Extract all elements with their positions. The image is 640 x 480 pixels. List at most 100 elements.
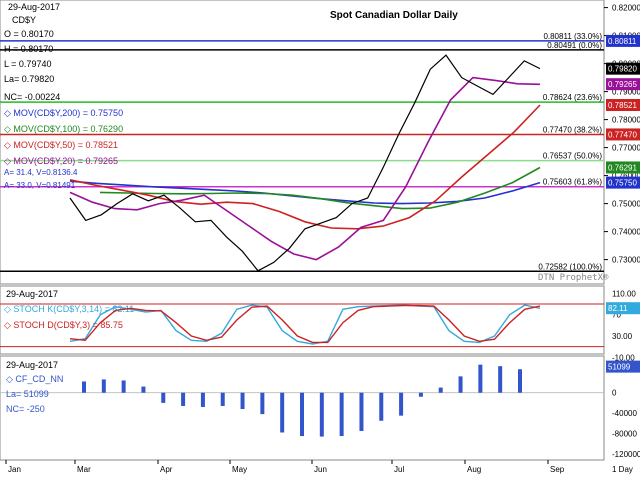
cot-bar [359,392,364,431]
cot-tag [606,360,640,373]
moving-average-line [69,104,541,230]
price-bars [69,54,541,272]
cot-bar [101,379,106,393]
price-ytick-label: 0.77000 [612,144,640,153]
price-tag [606,62,640,75]
month-label: Jan [8,465,21,474]
cot-bar [518,369,522,393]
cot-netchange: NC= -250 [6,404,45,414]
month-label: Mar [77,465,91,474]
watermark: DTN ProphetX® [538,273,609,283]
cot-bar [319,392,324,437]
month-label: Sep [550,465,565,474]
cot-ytick-label: 0 [612,389,617,398]
cot-date: 29-Aug-2017 [6,360,58,370]
price-date: 29-Aug-2017 [8,2,60,12]
price-tag-label: 0.79820 [608,65,637,74]
cot-bar [141,386,146,393]
interval-label: 1 Day [612,465,633,474]
price-ytick-label: 0.75000 [612,200,640,209]
extra-legend-2: A= 33.0, V=0.81491 [4,181,76,190]
price-tag [606,176,640,189]
stoch-line [69,304,541,345]
moving-average-line [99,166,541,210]
month-label: Jun [314,465,327,474]
fib-label: 0.75603 (61.8%) [543,178,602,187]
stoch-tag-label: 82.11 [608,304,628,313]
extra-legend-1: A= 31.4, V=0.8136.4 [4,168,78,177]
symbol-label: CD$Y [12,15,36,25]
cot-bar [438,387,443,393]
fib-label: 0.72582 (100.0%) [538,262,602,271]
stoch-legend: ◇ STOCH D(CD$Y,3) = 85.75 [4,320,123,330]
cot-tag-label: 51099 [608,363,631,372]
price-tag-label: 0.76291 [608,163,637,172]
price-tag-label: 0.79265 [608,80,637,89]
cot-bar [418,392,423,397]
price-tag [606,99,640,112]
ma-legend: ◇ MOV(CD$Y,200) = 0.75750 [4,108,123,118]
cot-bar [399,392,404,416]
cot-ytick-label: -120000 [612,450,640,459]
cot-bar [240,392,245,410]
stoch-tag [606,302,640,315]
month-label: Jul [394,465,404,474]
stoch-ytick-label: 30.00 [612,332,633,341]
price-tag-label: 0.75750 [608,179,637,188]
cot-last: La= 51099 [6,389,49,399]
cot-bar [82,381,86,393]
price-tag-label: 0.80811 [608,37,637,46]
price-ytick-label: 0.76000 [612,172,640,181]
cot-bar [200,392,205,407]
cot-bar [161,392,166,403]
ohlc-netchange: NC= -0.00224 [4,92,60,102]
stoch-ytick-label: -10.00 [612,353,635,362]
cot-bar [280,392,285,433]
chart-title: Spot Canadian Dollar Daily [330,10,458,21]
price-ytick-label: 0.74000 [612,228,640,237]
fib-label: 0.78624 (23.6%) [543,93,602,102]
price-tag-label: 0.77470 [608,130,637,139]
cot-bar [260,392,265,415]
fib-label: 0.76537 (50.0%) [543,152,602,161]
cot-bar [300,392,304,437]
cot-bar [121,380,126,393]
price-ytick-label: 0.82000 [612,4,640,13]
stoch-legend: ◇ STOCH K(CD$Y,3,14) = 82.11 [4,304,134,314]
ma-legend: ◇ MOV(CD$Y,20) = 0.79265 [4,156,118,166]
stoch-ytick-label: 110.00 [612,289,636,298]
price-tag [606,34,640,47]
ohlc-last: La= 0.79820 [4,74,54,84]
ohlc-open: O = 0.80170 [4,29,54,39]
ma-legend: ◇ MOV(CD$Y,50) = 0.78521 [4,140,118,150]
ohlc-low: L = 0.79740 [4,59,51,69]
price-tag-label: 0.78521 [608,101,637,110]
price-tag [606,161,640,174]
stoch-line [69,304,541,344]
cot-ytick-label: -40000 [612,409,637,418]
ohlc-high: H = 0.80170 [4,44,53,54]
cot-ytick-label: -80000 [612,430,637,439]
stoch-date: 29-Aug-2017 [6,289,58,299]
stoch-ytick-label: 70 [612,311,621,320]
cot-legend: ◇ CF_CD_NN [6,374,63,384]
fib-label: 0.80811 (33.0%) [543,32,602,41]
price-tag [606,128,640,141]
month-label: May [232,465,247,474]
price-ytick-label: 0.78000 [612,116,640,125]
price-ytick-label: 0.73000 [612,256,640,265]
fib-label: 0.80491 (0.0%) [547,41,602,50]
cot-bar [478,364,483,393]
price-ytick-label: 0.79000 [612,88,640,97]
month-label: Apr [160,465,173,474]
fib-label: 0.77470 (38.2%) [543,125,602,134]
price-tag [606,78,640,91]
month-label: Aug [467,465,481,474]
cot-bar [458,376,463,393]
cot-bar [498,366,503,393]
ma-legend: ◇ MOV(CD$Y,100) = 0.76290 [4,124,123,134]
cot-bar [181,392,186,406]
cot-bar [379,392,384,421]
